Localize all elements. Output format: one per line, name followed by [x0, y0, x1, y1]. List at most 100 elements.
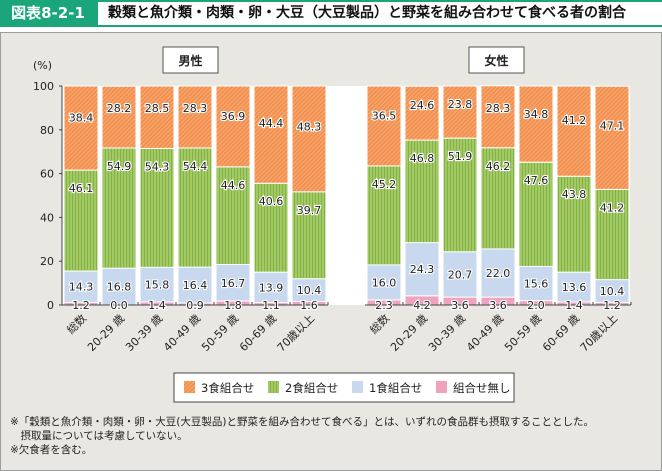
data-label: 16.0 [372, 276, 397, 289]
footnote-2: 摂取量については考慮していない。 [10, 430, 188, 442]
data-label: 14.3 [69, 281, 94, 294]
data-label: 36.9 [221, 110, 246, 123]
data-label: 47.1 [600, 120, 625, 133]
bar-segment [253, 182, 289, 273]
bar-segment [442, 251, 478, 298]
data-label: 1.8 [224, 299, 242, 312]
x-tick-label: 50-59 歳 [502, 312, 544, 354]
bar-segment [556, 271, 592, 303]
data-label: 4.2 [413, 299, 431, 312]
data-label: 13.6 [562, 281, 587, 294]
data-label: 16.7 [221, 277, 246, 290]
bar-segment [366, 165, 402, 266]
data-label: 16.4 [183, 279, 208, 292]
data-label: 3.6 [489, 299, 507, 312]
data-label: 1.6 [300, 299, 318, 312]
x-tick-label: 20-29 歳 [388, 312, 430, 354]
x-tick-label: 総数 [367, 311, 392, 336]
bar-segment [518, 85, 554, 163]
bar-segment [518, 161, 554, 267]
data-label: 23.8 [448, 98, 473, 111]
data-label: 41.2 [562, 114, 587, 127]
data-label: 0.9 [186, 299, 204, 312]
data-label: 39.7 [297, 204, 322, 217]
data-label: 1.4 [565, 299, 583, 312]
bar-segment [215, 85, 251, 168]
data-label: 2.0 [527, 299, 545, 312]
data-label: 36.5 [372, 110, 397, 123]
bar-segment [101, 85, 137, 149]
group-label-female: 女性 [484, 53, 508, 68]
data-label: 28.2 [107, 102, 132, 115]
y-tick-label: 40 [40, 211, 54, 224]
bar-segment [177, 266, 213, 304]
data-label: 47.6 [524, 174, 549, 187]
data-label: 44.4 [259, 117, 284, 130]
bar-segment [63, 169, 99, 272]
data-label: 28.3 [183, 102, 208, 115]
bar-segment [594, 85, 630, 190]
x-tick-label: 40-49 歳 [161, 312, 203, 354]
bar-segment [101, 267, 137, 306]
data-label: 48.3 [297, 120, 322, 133]
data-label: 54.3 [145, 160, 170, 173]
data-label: 2.3 [375, 299, 393, 312]
y-axis-label: (%) [33, 59, 52, 72]
bar-segment [480, 147, 516, 250]
figure-id: 図表8-2-1 [0, 0, 96, 27]
data-label: 1.1 [262, 299, 280, 312]
x-tick-label: 20-29 歳 [85, 312, 127, 354]
data-label: 54.4 [183, 160, 208, 173]
data-label: 51.9 [448, 150, 473, 163]
data-label: 15.8 [145, 279, 170, 292]
x-tick-label: 70歳以上 [578, 312, 620, 354]
legend-swatch [184, 381, 195, 393]
bar-segment [442, 85, 478, 139]
data-label: 54.9 [107, 160, 132, 173]
bar-segment [291, 191, 327, 280]
data-label: 1.2 [72, 299, 90, 312]
data-label: 10.4 [600, 285, 625, 298]
x-tick-label: 30-39 歳 [426, 312, 468, 354]
bar-segment [442, 137, 478, 253]
data-label: 13.9 [259, 281, 284, 294]
data-label: 3.6 [451, 299, 469, 312]
data-label: 44.6 [221, 179, 246, 192]
x-tick-label: 50-59 歳 [199, 312, 241, 354]
y-tick-label: 60 [40, 168, 54, 181]
y-tick-label: 100 [33, 80, 54, 93]
data-label: 41.2 [600, 201, 625, 214]
y-tick-label: 80 [40, 124, 54, 137]
data-label: 46.8 [410, 152, 435, 165]
data-label: 15.6 [524, 278, 549, 291]
data-label: 24.3 [410, 263, 435, 276]
bar-segment [291, 85, 327, 193]
bar-segment [139, 85, 175, 149]
x-tick-label: 40-49 歳 [464, 312, 506, 354]
data-label: 20.7 [448, 268, 473, 281]
bar-segment [404, 139, 440, 244]
bar-segment [366, 264, 402, 301]
legend-label: 組合せ無し [453, 381, 511, 395]
data-label: 34.8 [524, 108, 549, 121]
data-label: 24.6 [410, 99, 435, 112]
data-label: 0.0 [110, 299, 128, 312]
bar-segment [215, 166, 251, 265]
legend-swatch [352, 381, 363, 393]
bar-segment [177, 147, 213, 268]
data-label: 28.5 [145, 102, 170, 115]
bar-segment [366, 85, 402, 167]
bar-segment [404, 85, 440, 141]
data-label: 45.2 [372, 178, 397, 191]
data-label: 28.3 [486, 102, 511, 115]
data-label: 40.6 [259, 195, 284, 208]
legend-swatch [268, 381, 279, 393]
bar-segment [253, 85, 289, 184]
legend-label: 3食組合せ [201, 381, 254, 395]
x-tick-label: 30-39 歳 [123, 312, 165, 354]
data-label: 10.4 [297, 284, 322, 297]
data-label: 1.2 [603, 299, 621, 312]
bar-segment [480, 85, 516, 149]
bar-segment [215, 263, 251, 302]
bar-segment [139, 147, 175, 268]
